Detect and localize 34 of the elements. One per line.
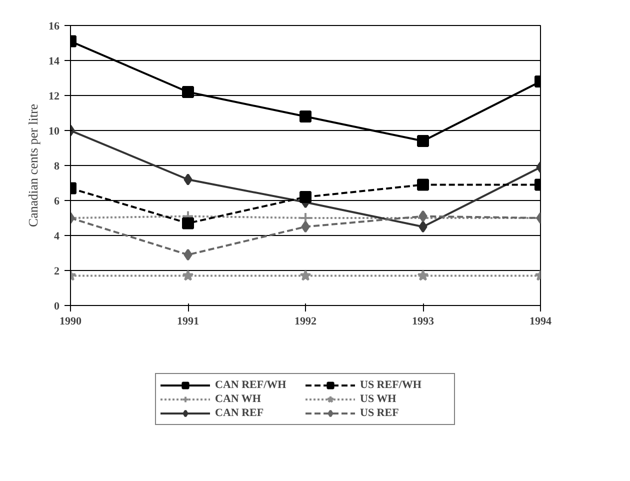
legend-label: US WH	[360, 392, 398, 406]
point	[182, 217, 194, 230]
point	[301, 220, 310, 233]
y-tick-label: 12	[48, 90, 60, 102]
point	[417, 178, 429, 191]
y-tick-label: 2	[54, 266, 60, 278]
x-tick-label: 1991	[177, 316, 199, 328]
y-tick-label: 0	[54, 300, 60, 312]
point	[300, 270, 312, 281]
x-tick-label: 1992	[294, 316, 317, 328]
y-tick-label: 6	[54, 196, 60, 208]
point	[182, 270, 194, 281]
point	[417, 135, 429, 147]
y-axis-title: Canadian cents per litre	[26, 104, 40, 228]
x-tick-label: 1990	[60, 316, 82, 328]
legend-label: CAN REF/WH	[215, 378, 288, 392]
y-tick-label: 4	[54, 230, 60, 242]
y-tick-label: 10	[48, 126, 60, 138]
y-tick-label: 14	[48, 56, 60, 68]
x-tick-label: 1993	[412, 316, 434, 328]
legend-label: US REF/WH	[360, 378, 422, 392]
y-tick-label: 8	[54, 160, 60, 172]
y-tick-label: 16	[48, 20, 60, 32]
point	[418, 220, 428, 233]
point	[417, 270, 429, 281]
legend-label: US REF	[360, 406, 400, 420]
point	[184, 174, 192, 186]
legend-label: CAN REF	[215, 406, 265, 420]
x-tick-label: 1994	[530, 316, 552, 328]
point	[300, 191, 312, 203]
legend-label: CAN WH	[215, 392, 262, 406]
point	[300, 110, 312, 122]
point	[182, 86, 194, 98]
point	[184, 248, 192, 261]
